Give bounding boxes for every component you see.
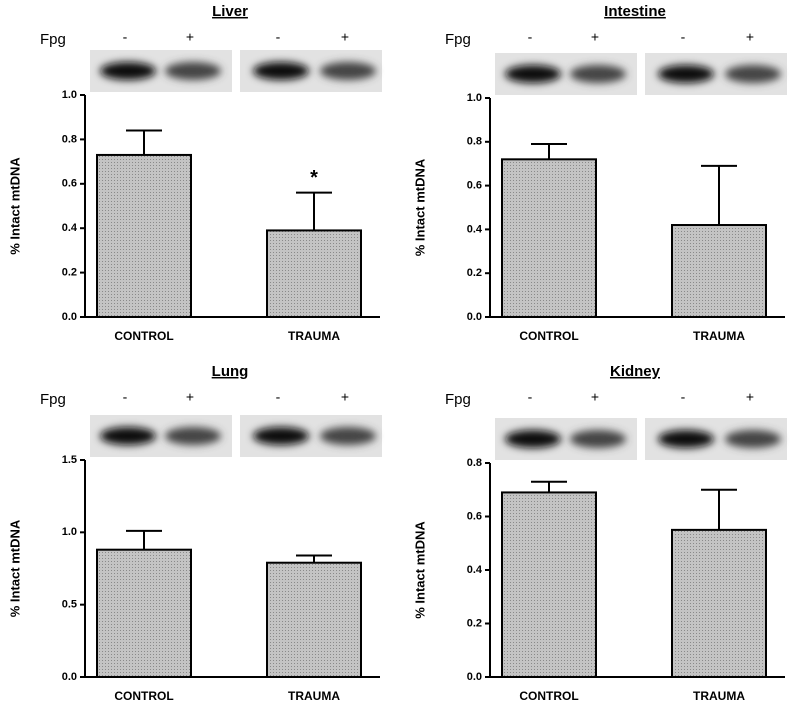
lane-label: - <box>528 29 533 45</box>
y-axis-label: % Intact mtDNA <box>412 158 427 256</box>
blot-band <box>100 427 156 445</box>
y-tick-label: 0.4 <box>62 222 78 234</box>
lane-label: + <box>746 389 754 405</box>
panel: Liver Fpg - + - +0.0 0.2 0.4 0.6 0.8 1.0 % Intact m… <box>7 3 382 343</box>
blot-band <box>165 62 221 80</box>
panel: Lung Fpg - + - +0.0 0.5 1.0 1.5 % Intact mtDNA CON… <box>7 363 382 703</box>
y-tick-label: 1.0 <box>467 92 482 104</box>
x-tick-label: TRAUMA <box>288 689 340 703</box>
blot-band <box>658 430 714 448</box>
lane-label: - <box>681 389 686 405</box>
blot-band <box>725 430 781 448</box>
blot-label: Fpg <box>40 31 66 48</box>
bar <box>266 561 362 678</box>
lane-label: + <box>186 29 194 45</box>
bar <box>501 158 597 318</box>
blot-band <box>320 62 376 80</box>
x-tick-label: TRAUMA <box>693 689 745 703</box>
y-tick-label: 0.6 <box>467 180 482 192</box>
blot-label: Fpg <box>445 31 471 48</box>
y-tick-label: 0.6 <box>62 178 77 190</box>
blot-band <box>100 62 156 80</box>
y-tick-label: 0.4 <box>467 564 483 576</box>
y-tick-label: 0.8 <box>62 133 77 145</box>
blot-band <box>570 430 626 448</box>
y-axis-label: % Intact mtDNA <box>412 521 427 619</box>
blot-band <box>253 62 309 80</box>
y-tick-label: 1.5 <box>62 454 77 466</box>
y-tick-label: 0.6 <box>467 510 482 522</box>
panel: Intestine Fpg - + - +0.0 0.2 0.4 0.6 0.8 1.0 % Inta… <box>412 3 787 343</box>
x-tick-label: CONTROL <box>114 689 173 703</box>
lane-label: + <box>591 389 599 405</box>
lane-label: - <box>123 29 128 45</box>
lane-label: - <box>681 29 686 45</box>
blot-band <box>165 427 221 445</box>
x-tick-label: TRAUMA <box>693 329 745 343</box>
bar <box>96 548 192 678</box>
x-tick-label: TRAUMA <box>288 329 340 343</box>
y-tick-label: 0.2 <box>467 267 482 279</box>
lane-label: - <box>528 389 533 405</box>
y-tick-label: 0.0 <box>62 671 77 683</box>
y-axis-label: % Intact mtDNA <box>7 519 22 617</box>
y-tick-label: 0.0 <box>467 311 482 323</box>
y-tick-label: 0.2 <box>467 617 482 629</box>
x-tick-label: CONTROL <box>519 329 578 343</box>
blot-band <box>320 427 376 445</box>
lane-label: + <box>746 29 754 45</box>
lane-label: + <box>186 389 194 405</box>
bar <box>96 153 192 318</box>
y-axis-label: % Intact mtDNA <box>7 157 22 255</box>
y-tick-label: 1.0 <box>62 89 77 101</box>
lane-label: - <box>276 389 281 405</box>
panel-title: Kidney <box>610 363 661 380</box>
blot-band <box>658 65 714 83</box>
blot-band <box>570 65 626 83</box>
blot-band <box>253 427 309 445</box>
lane-label: + <box>591 29 599 45</box>
y-tick-label: 1.0 <box>62 526 77 538</box>
lane-label: - <box>276 29 281 45</box>
lane-label: - <box>123 389 128 405</box>
lane-label: + <box>341 389 349 405</box>
panel-title: Intestine <box>604 3 666 20</box>
lane-label: + <box>341 29 349 45</box>
bar <box>266 229 362 318</box>
y-tick-label: 0.4 <box>467 223 483 235</box>
y-tick-label: 0.5 <box>62 599 77 611</box>
panel-title: Lung <box>212 363 249 380</box>
y-tick-label: 0.8 <box>467 136 482 148</box>
annotation: * <box>310 167 318 189</box>
bar <box>671 528 767 678</box>
y-tick-label: 0.2 <box>62 267 77 279</box>
blot-band <box>725 65 781 83</box>
x-tick-label: CONTROL <box>114 329 173 343</box>
bar <box>501 491 597 678</box>
y-tick-label: 0.0 <box>62 311 77 323</box>
blot-label: Fpg <box>445 391 471 408</box>
panel-title: Liver <box>212 3 248 20</box>
panel: Kidney Fpg - + - +0.0 0.2 0.4 0.6 0.8 % Intact mtD… <box>412 363 787 703</box>
blot-band <box>505 430 561 448</box>
x-tick-label: CONTROL <box>519 689 578 703</box>
bar <box>671 224 767 319</box>
y-tick-label: 0.0 <box>467 671 482 683</box>
blot-band <box>505 65 561 83</box>
blot-label: Fpg <box>40 391 66 408</box>
y-tick-label: 0.8 <box>467 457 482 469</box>
